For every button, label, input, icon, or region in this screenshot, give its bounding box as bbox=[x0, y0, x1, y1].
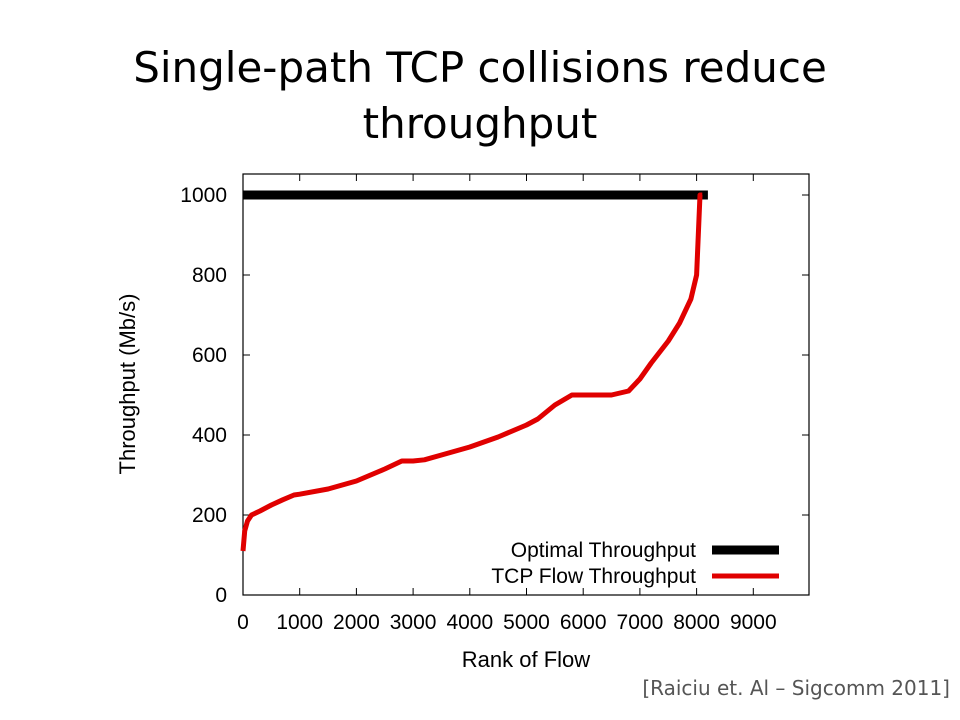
x-tick-label: 1000 bbox=[276, 611, 323, 634]
y-axis-label: Throughput (Mb/s) bbox=[115, 294, 140, 475]
x-tick-label: 4000 bbox=[446, 611, 493, 634]
series-layer bbox=[240, 190, 708, 552]
slide-title: Single-path TCP collisions reduce throug… bbox=[133, 43, 827, 148]
y-tick-label: 200 bbox=[192, 504, 227, 527]
x-tick-label: 2000 bbox=[333, 611, 380, 634]
y-tick-label: 800 bbox=[192, 264, 227, 287]
x-tick-label: 5000 bbox=[503, 611, 550, 634]
x-tick-label: 3000 bbox=[390, 611, 437, 634]
tcp-flow-throughput-line bbox=[240, 192, 704, 552]
legend-label: Optimal Throughput bbox=[511, 539, 696, 562]
citation: [Raiciu et. Al – Sigcomm 2011] bbox=[642, 676, 950, 700]
y-tick-label: 400 bbox=[192, 424, 227, 447]
y-tick-label: 600 bbox=[192, 344, 227, 367]
x-tick-label: 6000 bbox=[560, 611, 607, 634]
y-tick-label: 1000 bbox=[180, 184, 227, 207]
plot-frame bbox=[242, 173, 810, 596]
legend: Optimal Throughput TCP Flow Throughput bbox=[491, 539, 779, 588]
y-tick-label: 0 bbox=[215, 584, 227, 607]
x-tick-label: 9000 bbox=[730, 611, 777, 634]
x-tick-label: 7000 bbox=[617, 611, 664, 634]
x-tick-label: 8000 bbox=[673, 611, 720, 634]
x-tick-label: 0 bbox=[237, 611, 249, 634]
x-axis-label: Rank of Flow bbox=[462, 647, 590, 672]
legend-label: TCP Flow Throughput bbox=[491, 565, 696, 588]
axis-ticks: 0 1000 2000 3000 4000 5000 6000 7000 8000 9000 0 20… bbox=[180, 174, 809, 634]
